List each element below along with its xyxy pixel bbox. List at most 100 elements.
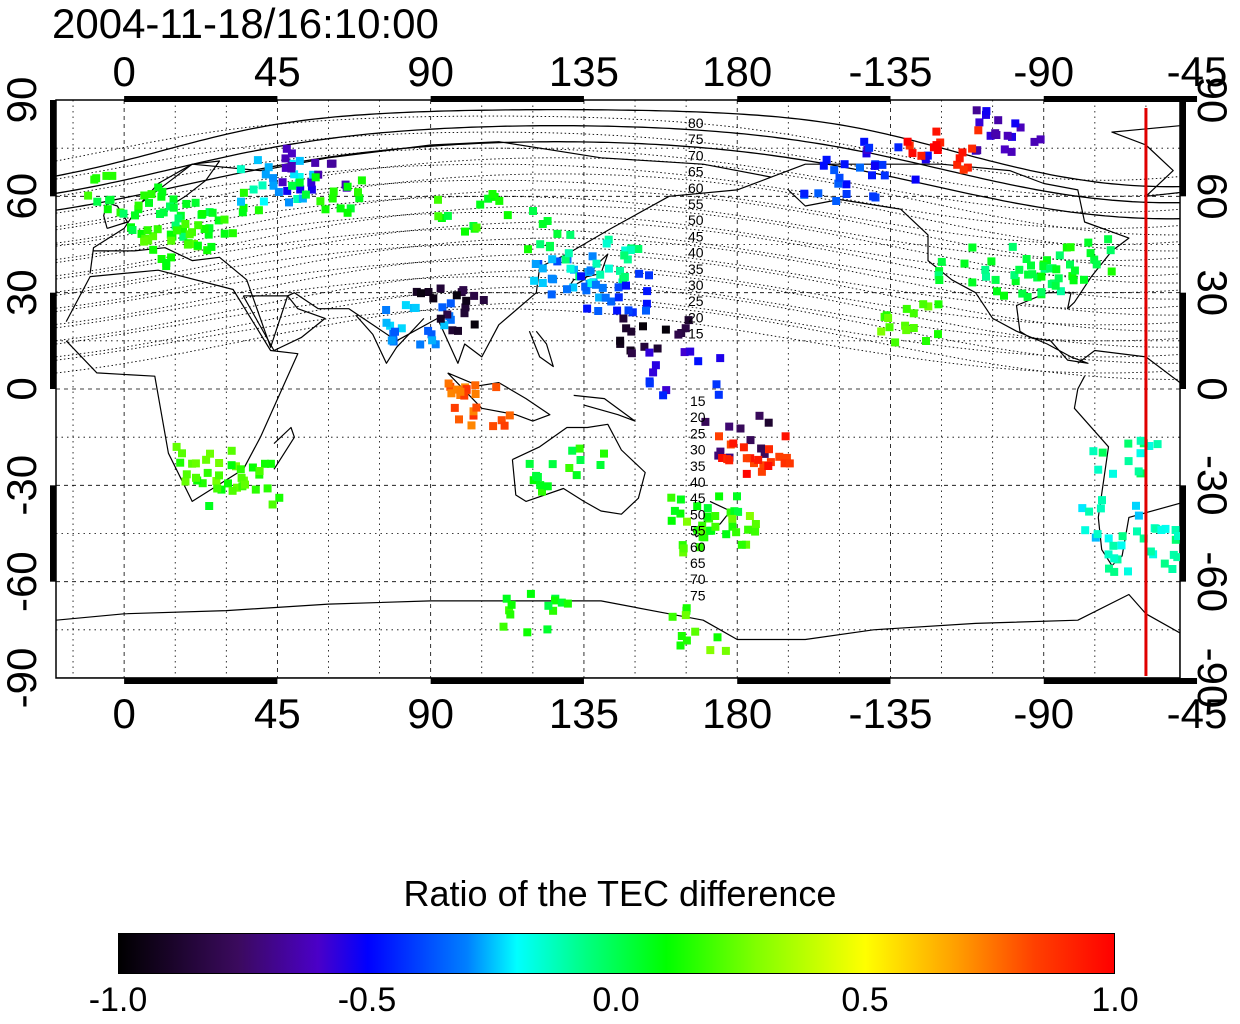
tec-cell — [484, 194, 493, 203]
tec-cell — [921, 155, 930, 164]
contour-label: 40 — [688, 245, 704, 261]
tec-cell — [1007, 147, 1016, 156]
tec-cell — [183, 240, 192, 249]
tec-cell — [1027, 261, 1035, 270]
tec-cell — [311, 173, 320, 182]
tec-cell — [1153, 440, 1162, 449]
tec-cell — [1098, 496, 1106, 505]
tec-cell — [1070, 266, 1079, 275]
tec-cell — [290, 170, 299, 179]
tec-cell — [524, 245, 532, 254]
tec-cell — [729, 439, 738, 448]
tec-cell — [557, 598, 566, 607]
tec-cell — [586, 266, 595, 275]
tec-cell-cluster — [678, 512, 760, 557]
tec-cell — [651, 361, 660, 370]
tec-cell — [1010, 271, 1019, 280]
tec-cell — [745, 512, 754, 520]
tec-cell — [546, 241, 554, 250]
tec-cell — [505, 606, 514, 615]
tec-cell — [711, 522, 720, 531]
tec-cell — [566, 230, 575, 239]
tec-cell — [959, 165, 968, 174]
tec-cell — [960, 259, 969, 268]
tec-cell — [173, 226, 181, 235]
tec-cell — [932, 127, 941, 136]
tec-cell — [198, 479, 207, 488]
contour-label: 45 — [690, 490, 706, 506]
tec-cell — [472, 223, 481, 232]
contour-line-south — [56, 108, 1180, 188]
axis-bar — [1180, 100, 1186, 197]
tec-cell — [909, 309, 918, 318]
tec-cell — [282, 144, 291, 153]
tec-cell — [548, 460, 557, 469]
tec-cell — [255, 467, 264, 475]
tec-cell — [162, 258, 171, 267]
tec-cell — [676, 641, 685, 650]
contour-label: 45 — [688, 228, 704, 244]
tec-cell — [919, 300, 928, 309]
tec-cell — [489, 422, 498, 431]
tec-cell — [645, 348, 654, 357]
left-tick-label: -90 — [0, 648, 45, 709]
tec-cell — [1092, 260, 1101, 269]
contour-label: 55 — [688, 196, 704, 212]
tec-cell — [785, 459, 794, 468]
tec-cell — [917, 151, 926, 160]
tec-cell — [701, 417, 710, 426]
axis-bar — [430, 96, 584, 102]
tec-cell — [178, 449, 186, 458]
tec-cell-cluster — [444, 379, 514, 431]
tec-cell — [236, 165, 245, 174]
tec-cell — [181, 220, 190, 228]
tec-cell — [471, 381, 480, 390]
tec-cell-cluster — [382, 299, 455, 349]
tec-cell — [355, 194, 364, 203]
tec-cell — [275, 493, 284, 502]
colorbar-tick-4: 1.0 — [1091, 981, 1139, 1019]
tec-cell — [182, 199, 191, 208]
colorbar-tick-3: 0.5 — [841, 981, 889, 1019]
coastline — [447, 372, 551, 422]
tec-cell — [911, 175, 920, 184]
tec-cell — [934, 330, 942, 339]
tec-cell — [695, 543, 704, 552]
tec-cell — [718, 454, 727, 462]
tec-cell-cluster — [577, 269, 653, 317]
contour-label: 50 — [688, 212, 704, 228]
tec-cell — [530, 276, 539, 285]
tec-cell — [934, 300, 943, 309]
tec-cell — [207, 242, 216, 251]
tec-cell — [1161, 524, 1170, 533]
tec-cell — [1085, 507, 1094, 516]
tec-cell — [569, 283, 578, 292]
tec-cell — [968, 144, 977, 153]
contour-label: 55 — [690, 523, 706, 539]
tec-cell — [470, 320, 479, 329]
tec-cell — [1093, 530, 1102, 539]
tec-cell — [443, 211, 452, 220]
tec-cell-cluster — [1078, 496, 1143, 543]
tec-cell — [427, 330, 436, 339]
tec-cell — [549, 275, 558, 284]
tec-cell — [627, 327, 636, 336]
tec-cell — [697, 526, 706, 535]
tec-cell — [533, 473, 542, 481]
tec-cell — [581, 282, 590, 291]
tec-cell — [842, 190, 851, 198]
tec-cell — [505, 411, 514, 420]
tec-cell — [261, 459, 269, 468]
tec-cell — [614, 293, 623, 302]
tec-cell — [145, 198, 153, 207]
tec-cell — [193, 241, 202, 250]
tec-cell — [958, 148, 967, 157]
left-tick-label: 30 — [0, 269, 45, 316]
tec-cell — [283, 186, 292, 195]
bottom-tick-label: -135 — [848, 690, 932, 737]
contour-label: 40 — [690, 474, 706, 490]
tec-cell — [1118, 532, 1127, 541]
tec-cell — [461, 227, 469, 236]
contour-label: 20 — [690, 409, 706, 425]
tec-cell — [450, 403, 459, 412]
